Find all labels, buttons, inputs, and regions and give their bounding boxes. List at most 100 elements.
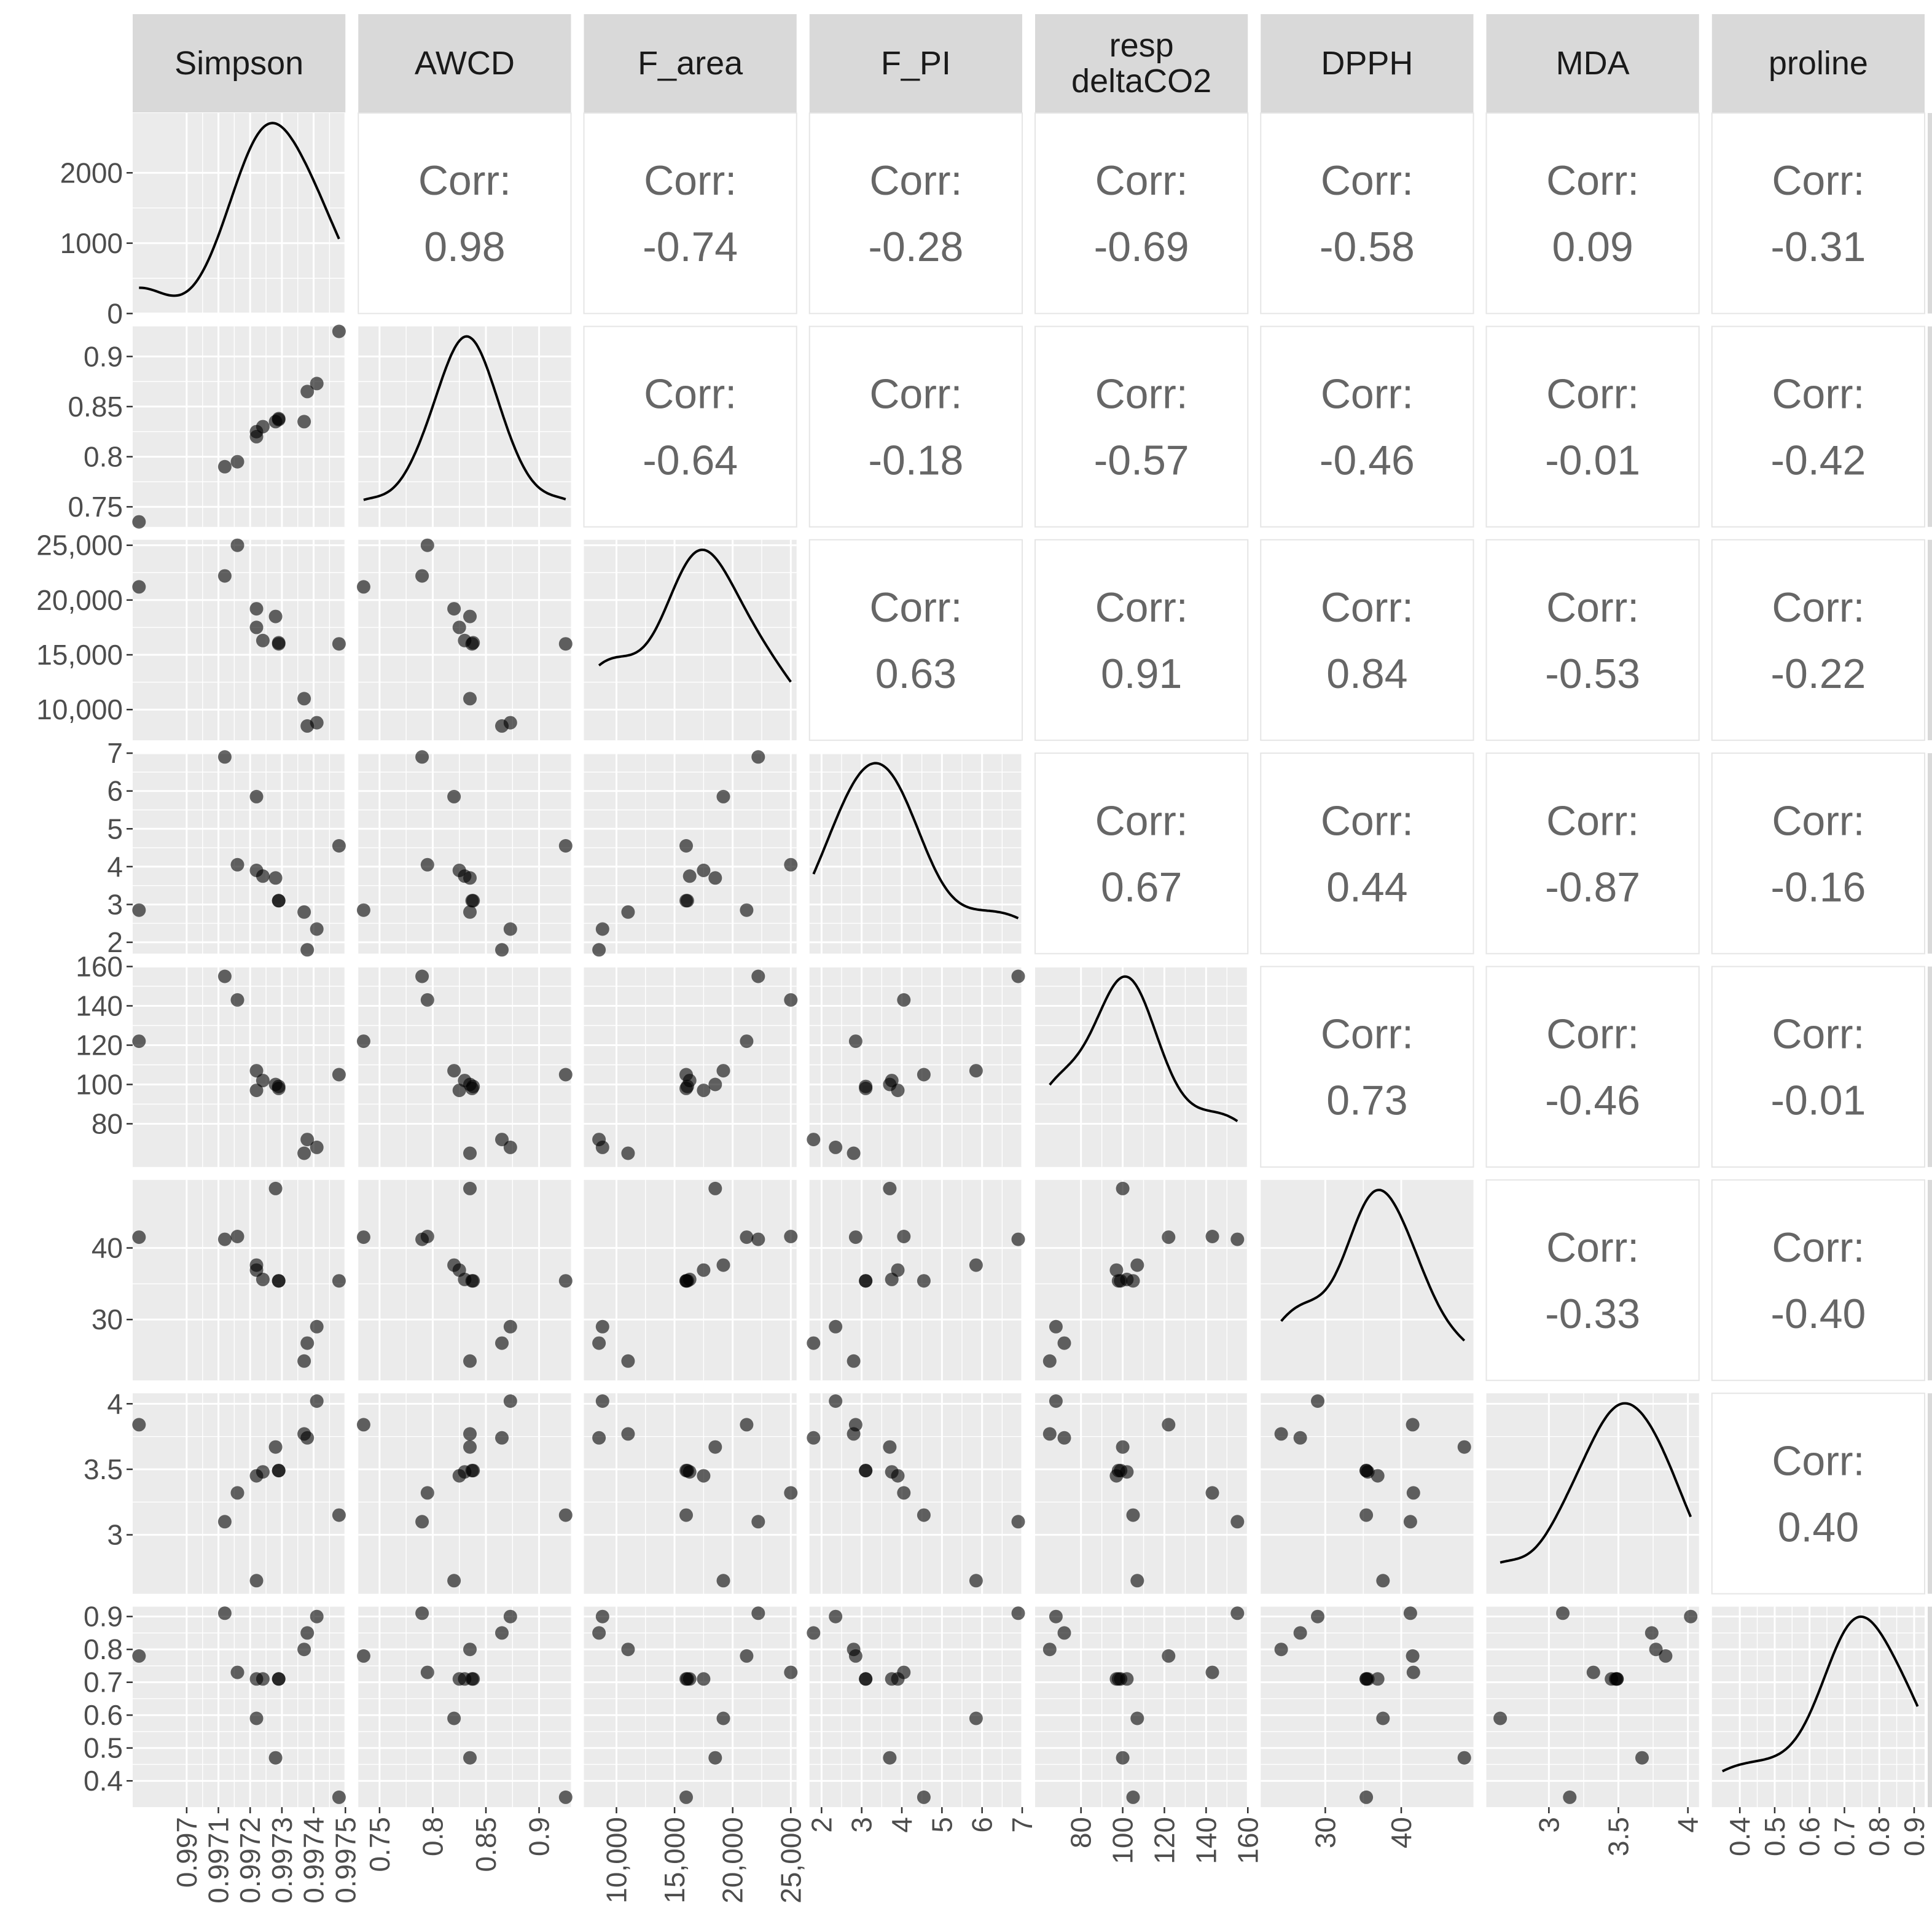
scatter-point [621,905,635,919]
corr-label: Corr: [1321,157,1414,204]
strip-right-bg [1928,1606,1932,1807]
scatter-point [300,943,315,957]
scatter-point [495,1431,509,1445]
corr-panel-bg [1485,752,1700,955]
scatter-point [1205,1486,1219,1500]
strip-right-proline: proline [1928,1606,1932,1807]
scatter-point [1457,1440,1471,1454]
scatter-point [249,620,264,635]
strip-top-bg [584,14,797,112]
scatter-point [132,1034,146,1049]
corr-panel-f-pi-proline: Corr: -0.16 [1711,752,1925,955]
scatter-point [256,1465,270,1479]
strip-top-label: AWCD [415,45,515,82]
scatter-point [784,993,798,1007]
scatter-point [1126,1274,1140,1288]
y-tick-label: 20,000 [36,584,123,616]
corr-panel-bg [1034,326,1249,528]
scatter-point [420,1486,434,1500]
scatter-point [969,1711,983,1725]
corr-panel-bg [1711,966,1925,1168]
scatter-point [558,1790,573,1804]
scatter-point [1126,1508,1140,1522]
x-tick-label: 2 [805,1817,837,1833]
scatter-panel-mda-vs-awcd [356,1393,573,1594]
strip-top-bg [1711,14,1925,112]
scatter-point [595,922,609,936]
scatter-panel-bg [809,1393,1022,1594]
scatter-point [883,1077,897,1092]
x-tick-label: 0.9 [523,1817,555,1856]
x-tick-label: 120 [1149,1817,1181,1864]
scatter-point [1116,1181,1130,1195]
scatter-point [592,1431,606,1445]
scatter-point [751,750,765,764]
y-axis-awcd: 0.75 0.8 0.85 0.9 [68,340,133,523]
scatter-point [1126,1790,1140,1804]
scatter-point [751,1515,765,1529]
scatter-point [495,1133,509,1147]
corr-panel-f-area-mda: Corr: -0.53 [1485,539,1700,741]
corr-panel-dpph-proline: Corr: -0.40 [1711,1179,1925,1381]
scatter-point [1205,1665,1219,1679]
corr-label: Corr: [1095,157,1188,204]
scatter-point [1116,1751,1130,1765]
corr-value: -0.69 [1094,224,1189,270]
corr-label: Corr: [1321,584,1414,631]
scatter-point [1230,1515,1245,1529]
scatter-point [332,1790,346,1804]
scatter-point [217,459,232,474]
scatter-point [249,1084,264,1098]
y-tick-label: 0.85 [68,391,123,423]
scatter-point [272,1672,286,1686]
scatter-point [1049,1609,1063,1623]
scatter-point [415,750,429,764]
corr-panel-awcd-mda: Corr: -0.01 [1485,326,1700,528]
corr-value: -0.58 [1320,224,1415,270]
x-tick-label: 20,000 [717,1817,749,1904]
corr-label: Corr: [644,371,737,418]
corr-label: Corr: [1772,584,1864,631]
scatter-point [595,1140,609,1154]
scatter-point [466,1464,480,1478]
scatter-point [697,1084,711,1098]
scatter-point [310,716,324,730]
strip-top-bg [1261,14,1474,112]
scatter-point [1457,1751,1471,1765]
strip-top-label: Simpson [174,45,303,82]
scatter-point [784,1230,798,1243]
y-tick-label: 7 [107,737,123,769]
scatter-point [1376,1574,1390,1588]
scatter-panel-mda-vs-resp-deltaco2 [1035,1393,1249,1594]
scatter-point [272,1079,286,1093]
scatter-point [256,420,270,434]
x-tick-label: 0.7 [1828,1817,1860,1856]
strip-right-awcd: AWCD [1928,326,1932,527]
corr-panel-resp-deltaco2-proline: Corr: -0.01 [1711,966,1925,1168]
scatter-point [356,903,370,917]
corr-value: -0.18 [868,437,963,484]
scatter-point [1011,1232,1025,1246]
y-tick-label: 0.9 [84,1601,123,1633]
density-curve [1049,975,1238,1122]
scatter-point [272,636,286,650]
scatter-point [249,1711,264,1725]
scatter-panel-f-area-vs-simpson [132,538,346,741]
strip-top-bg [809,14,1022,112]
scatter-point [1109,1263,1124,1277]
scatter-point [256,1074,270,1088]
scatter-point [558,839,573,853]
scatter-panel-proline-vs-dpph [1261,1606,1474,1807]
scatter-point [356,1649,370,1663]
scatter-point [1556,1606,1570,1620]
x-axis-awcd: 0.75 0.8 0.85 0.9 [364,1807,555,1872]
density-curve [598,549,792,683]
scatter-point [829,1140,843,1154]
scatter-point [132,1230,146,1244]
scatter-point [300,1336,315,1350]
scatter-panel-bg [809,966,1022,1167]
scatter-panel-mda-vs-f-area [584,1393,798,1594]
scatter-point [503,1394,517,1408]
scatter-point [420,538,434,552]
